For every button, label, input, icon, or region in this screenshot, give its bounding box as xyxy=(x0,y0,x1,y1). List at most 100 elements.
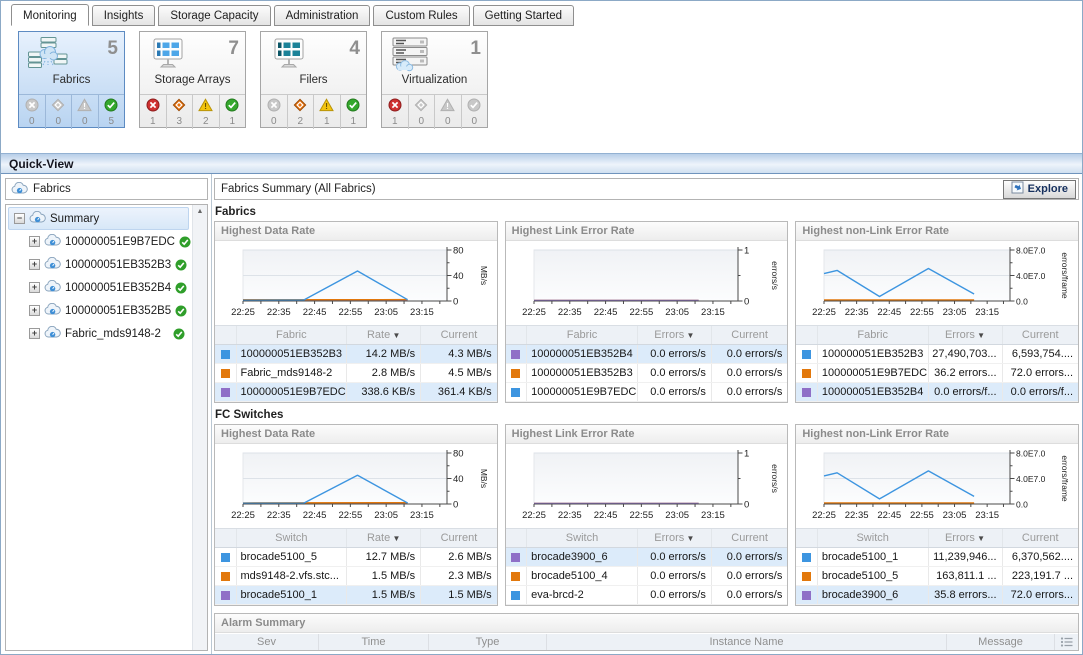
status-count: 1 xyxy=(391,116,398,127)
table-row[interactable]: 100000051EB352B3 0.0 errors/s 0.0 errors/s xyxy=(505,363,788,383)
table-row[interactable]: 100000051E9B7EDC 36.2 errors... 72.0 error… xyxy=(796,363,1079,383)
metric-table: Fabric Errors ▼ Current 100000051EB352B3 27,… xyxy=(796,325,1079,402)
column-header-current[interactable]: Current xyxy=(710,528,788,548)
column-header-errors[interactable]: Errors ▼ xyxy=(927,325,1003,345)
table-row[interactable]: brocade5100_5 163,811.1 ... 223,191.7 ... xyxy=(796,566,1079,586)
tree-item-summary[interactable]: − Summary xyxy=(8,207,189,230)
series-swatch-cell xyxy=(215,585,236,605)
table-row[interactable]: 100000051EB352B3 14.2 MB/s 4.3 MB/s xyxy=(215,344,497,364)
tree-item-100000051e9b7edc[interactable]: +100000051E9B7EDC xyxy=(8,230,191,253)
table-row[interactable]: Fabric_mds9148-2 2.8 MB/s 4.5 MB/s xyxy=(215,363,497,383)
column-header-rate[interactable]: Rate ▼ xyxy=(346,528,421,548)
column-header-current[interactable]: Current xyxy=(1001,528,1079,548)
table-row[interactable]: 100000051EB352B4 0.0 errors/f... 0.0 error… xyxy=(796,382,1079,402)
table-row[interactable]: 100000051E9B7EDC 0.0 errors/s 0.0 errors/s xyxy=(505,382,788,402)
alarm-column-message[interactable]: Message xyxy=(946,634,1054,650)
table-row[interactable]: 100000051EB352B4 0.0 errors/s 0.0 errors/s xyxy=(505,344,788,364)
column-header-errors[interactable]: Errors ▼ xyxy=(927,528,1003,548)
table-row[interactable]: eva-brcd-2 0.0 errors/s 0.0 errors/s xyxy=(505,585,788,605)
entity-name-cell: 100000051EB352B4 xyxy=(526,344,638,364)
tab-custom-rules[interactable]: Custom Rules xyxy=(373,5,470,26)
column-header-fabric[interactable]: Fabric xyxy=(816,325,929,345)
alarm-column-sev[interactable]: Sev xyxy=(257,636,276,648)
panel-row-fc-switches: Highest Data Rate 80 40 0 22:25 22:35 22:45 22:… xyxy=(214,424,1080,606)
expand-icon[interactable]: + xyxy=(29,305,40,316)
tree-scrollbar[interactable]: ▲ xyxy=(192,205,207,650)
table-row[interactable]: 100000051E9B7EDC 338.6 KB/s 361.4 KB/s xyxy=(215,382,497,402)
collapse-icon[interactable]: − xyxy=(14,213,25,224)
current-cell: 6,593,754.... xyxy=(1001,344,1079,364)
tree-item-fabric-mds9148-2[interactable]: + Fabric_mds9148-2 xyxy=(8,322,189,345)
tree-item-100000051eb352b4[interactable]: +100000051EB352B4 xyxy=(8,276,189,299)
series-swatch xyxy=(511,552,521,562)
svg-text:0.0: 0.0 xyxy=(1016,297,1028,307)
alarm-column-instance-name[interactable]: Instance Name xyxy=(546,634,946,650)
table-row[interactable]: brocade5100_1 11,239,946... 6,370,562.... xyxy=(796,547,1079,567)
panel-highest-link-error-rate: Highest Link Error Rate 1 0 22:25 22:35 22:45… xyxy=(504,424,789,606)
tab-administration[interactable]: Administration xyxy=(273,5,371,26)
table-row[interactable]: brocade5100_5 12.7 MB/s 2.6 MB/s xyxy=(215,547,497,567)
expand-icon[interactable]: + xyxy=(29,282,40,293)
column-header-fabric[interactable]: Fabric xyxy=(235,325,347,345)
status-normal-icon xyxy=(175,282,187,294)
tile-virtualization[interactable]: 1 Virtualization 1 0! 0 0 xyxy=(381,31,488,129)
column-header-errors[interactable]: Errors ▼ xyxy=(636,528,712,548)
tile-fabrics[interactable]: 5 Fabrics 0 0! 0 5 xyxy=(18,31,125,129)
alarm-column-time[interactable]: Time xyxy=(318,634,428,650)
series-swatch xyxy=(802,387,812,397)
alarm-column-type[interactable]: Type xyxy=(428,634,546,650)
column-header-current[interactable]: Current xyxy=(710,325,788,345)
tile-label: Filers xyxy=(299,74,328,86)
svg-text:23:15: 23:15 xyxy=(976,510,1000,521)
tree-item-100000051eb352b3[interactable]: +100000051EB352B3 xyxy=(8,253,189,276)
status-cell-critical: 2 xyxy=(286,95,314,129)
tab-monitoring[interactable]: Monitoring xyxy=(11,4,89,26)
table-row[interactable]: brocade3900_6 35.8 errors... 72.0 errors..… xyxy=(796,585,1079,605)
chart-highest-data-rate: 80 40 0 22:25 22:35 22:45 22:55 23:05 23:15 MB/s xyxy=(215,444,497,528)
expand-icon[interactable]: + xyxy=(29,328,40,339)
status-count: 0 xyxy=(81,116,88,127)
column-header-switch[interactable]: Switch xyxy=(526,528,638,548)
tab-insights[interactable]: Insights xyxy=(91,5,156,26)
column-header-switch[interactable]: Switch xyxy=(235,528,347,548)
scroll-up-icon[interactable]: ▲ xyxy=(196,208,204,215)
table-row[interactable]: brocade5100_1 1.5 MB/s 1.5 MB/s xyxy=(215,585,497,605)
explore-button[interactable]: Explore xyxy=(1002,179,1076,199)
value-cell: 0.0 errors/s xyxy=(636,566,712,586)
value-cell: 1.5 MB/s xyxy=(346,585,421,605)
panel-highest-non-link-error-rate: Highest non-Link Error Rate 8.0E7.0 4.0E7.… xyxy=(795,221,1080,403)
status-count: 0 xyxy=(471,116,478,127)
tile-storage-arrays[interactable]: 7 Storage Arrays 1 3! 2 1 xyxy=(139,31,246,129)
column-header-fabric[interactable]: Fabric xyxy=(526,325,638,345)
svg-text:22:55: 22:55 xyxy=(910,510,934,521)
column-header-switch[interactable]: Switch xyxy=(816,528,929,548)
tile-row: 5 Fabrics 0 0! 0 5 7 Storage Arrays 1 3! 2 1 4 File… xyxy=(1,26,1082,153)
entity-name-cell: brocade5100_4 xyxy=(526,566,638,586)
status-warning-icon: ! xyxy=(435,98,461,115)
svg-text:22:35: 22:35 xyxy=(845,510,869,521)
tree-item-100000051eb352b5[interactable]: +100000051EB352B5 xyxy=(8,299,189,322)
tile-filers[interactable]: 4 Filers 0 2! 1 1 xyxy=(260,31,367,129)
table-row[interactable]: brocade3900_6 0.0 errors/s 0.0 errors/s xyxy=(505,547,788,567)
svg-text:22:35: 22:35 xyxy=(845,307,869,318)
current-cell: 2.3 MB/s xyxy=(420,566,497,586)
series-swatch xyxy=(511,349,521,359)
expand-icon[interactable]: + xyxy=(29,236,40,247)
tab-getting-started[interactable]: Getting Started xyxy=(472,5,575,26)
table-row[interactable]: mds9148-2.vfs.stc... 1.5 MB/s 2.3 MB/s xyxy=(215,566,497,586)
column-picker-icon[interactable] xyxy=(1054,634,1078,650)
status-normal-icon xyxy=(175,259,187,271)
svg-text:23:15: 23:15 xyxy=(701,510,725,521)
column-header-rate[interactable]: Rate ▼ xyxy=(346,325,421,345)
expand-icon[interactable]: + xyxy=(29,259,40,270)
status-cell-warning: ! 1 xyxy=(313,95,340,129)
entity-name-cell: 100000051EB352B4 xyxy=(816,382,929,402)
tab-storage-capacity[interactable]: Storage Capacity xyxy=(158,5,271,26)
column-header-current[interactable]: Current xyxy=(420,528,497,548)
column-header-errors[interactable]: Errors ▼ xyxy=(636,325,712,345)
table-row[interactable]: brocade5100_4 0.0 errors/s 0.0 errors/s xyxy=(505,566,788,586)
column-header-current[interactable]: Current xyxy=(1001,325,1079,345)
table-row[interactable]: 100000051EB352B3 27,490,703... 6,593,754..… xyxy=(796,344,1079,364)
tile-label: Fabrics xyxy=(52,74,91,86)
column-header-current[interactable]: Current xyxy=(420,325,497,345)
